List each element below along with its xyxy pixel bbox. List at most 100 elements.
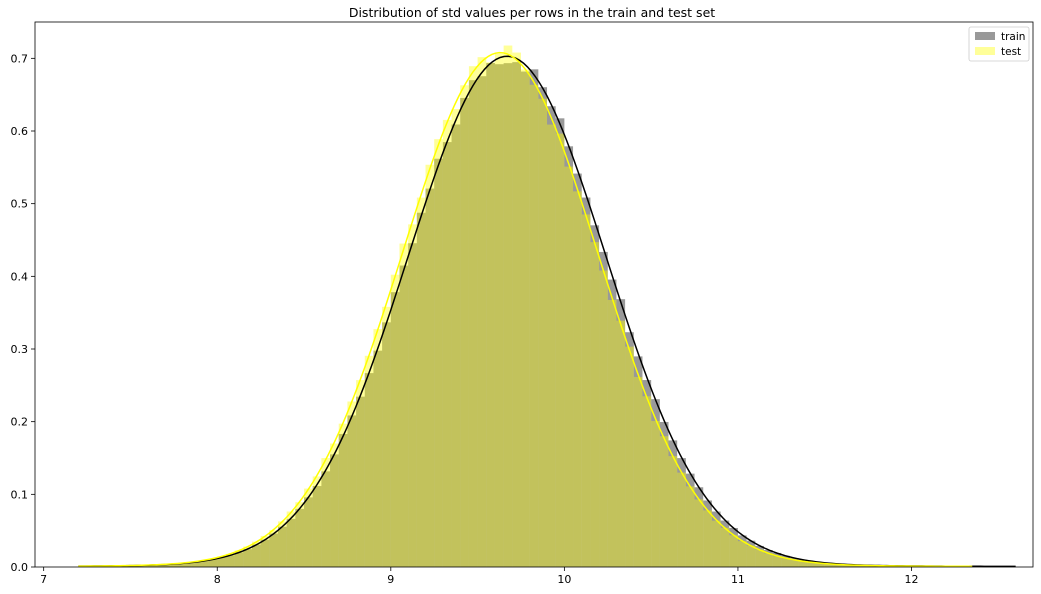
legend-label-test: test: [1001, 46, 1021, 58]
hist-bar-train: [156, 564, 166, 567]
hist-bar-test: [434, 139, 443, 567]
hist-bar-test: [850, 565, 860, 567]
hist-bar-test: [312, 476, 322, 567]
hist-bar-train: [460, 97, 469, 568]
hist-bar-train: [642, 380, 652, 567]
hist-bar-test: [520, 69, 530, 567]
hist-bar-test: [364, 355, 374, 567]
hist-bar-train: [312, 486, 322, 567]
hist-bar-test: [304, 488, 313, 567]
hist-bar-train: [555, 118, 565, 567]
hist-bar-test: [642, 396, 652, 567]
hist-bar-train: [720, 520, 730, 567]
hist-bar-test: [191, 561, 200, 567]
hist-bar-test: [225, 553, 235, 567]
hist-bar-train: [468, 80, 478, 568]
hist-bar-train: [234, 552, 244, 567]
hist-bar-test: [573, 191, 582, 567]
x-tick-label: 8: [214, 573, 221, 586]
hist-bar-test: [165, 564, 174, 567]
hist-bar-train: [243, 549, 252, 567]
hist-bar-test: [251, 541, 261, 567]
hist-bar-test: [772, 556, 782, 567]
hist-bar-test: [408, 224, 417, 568]
hist-bar-train: [251, 544, 261, 567]
hist-bar-test: [234, 550, 244, 567]
hist-bar-train: [564, 146, 574, 567]
hist-bar-test: [798, 561, 808, 567]
hist-bar-train: [703, 500, 712, 567]
hist-bar-train: [824, 563, 834, 567]
hist-bar-test: [746, 545, 756, 567]
hist-bar-train: [173, 563, 183, 567]
hist-bar-test: [547, 124, 556, 567]
hist-bar-test: [790, 559, 799, 567]
hist-bar-test: [755, 549, 764, 567]
hist-bar-train: [607, 279, 617, 567]
hist-bar-test: [390, 274, 400, 567]
hist-bar-train: [330, 454, 339, 567]
hist-bar-test: [338, 423, 348, 567]
hist-bar-train: [277, 526, 287, 567]
hist-bar-test: [564, 166, 574, 568]
hist-bar-test: [494, 53, 504, 567]
hist-bar-train: [286, 518, 296, 567]
legend-label-train: train: [1001, 31, 1025, 43]
hist-bar-train: [694, 487, 704, 567]
hist-bar-train: [390, 292, 400, 567]
hist-bar-test: [356, 380, 365, 567]
hist-bar-test: [182, 562, 192, 567]
x-tick-label: 9: [387, 573, 394, 586]
hist-bar-train: [494, 64, 504, 567]
hist-bar-test: [842, 564, 851, 567]
hist-bar-train: [486, 63, 495, 567]
hist-bar-test: [451, 109, 461, 567]
hist-bar-test: [711, 520, 721, 567]
hist-bar-train: [668, 440, 678, 567]
hist-bar-train: [304, 497, 313, 567]
hist-bar-train: [590, 225, 600, 568]
hist-bar-train: [781, 555, 791, 567]
hist-bar-test: [599, 270, 608, 567]
plot-frame: [34, 21, 1034, 568]
hist-bar-train: [547, 106, 556, 567]
hist-bar-test: [286, 511, 296, 567]
hist-bar-test: [425, 164, 435, 567]
hist-bar-train: [816, 562, 825, 567]
legend-swatch-test: [975, 47, 995, 55]
hist-bar-test: [625, 346, 634, 567]
hist-bar-test: [486, 62, 495, 567]
hist-bar-test: [737, 541, 747, 567]
hist-bar-train: [711, 511, 721, 567]
x-tick-label: 10: [557, 573, 571, 586]
hist-bar-train: [399, 265, 409, 567]
hist-bar-train: [295, 508, 305, 567]
hist-bar-train: [790, 558, 799, 567]
hist-bar-test: [468, 66, 478, 567]
hist-bar-test: [217, 556, 226, 567]
hist-bar-train: [477, 76, 487, 567]
y-tick-label: 0.6: [11, 125, 29, 138]
hist-bar-train: [434, 158, 443, 567]
hist-bar-test: [416, 197, 426, 567]
hist-bar-train: [677, 458, 686, 567]
hist-bar-train: [165, 564, 174, 567]
x-tick-label: 11: [731, 573, 745, 586]
hist-bar-test: [442, 119, 452, 567]
hist-bar-train: [833, 563, 843, 567]
hist-bar-test: [139, 565, 148, 567]
hist-bar-test: [321, 458, 331, 567]
legend-box: [968, 26, 1030, 62]
hist-bar-test: [199, 560, 209, 567]
hist-bar-train: [208, 559, 218, 567]
hist-bar-train: [763, 550, 773, 567]
hist-bar-train: [451, 124, 461, 567]
histogram-bars: [78, 45, 1016, 568]
hist-bar-test: [399, 243, 409, 568]
x-axis: 7 8 9 10 11 12: [40, 567, 919, 586]
x-tick-label: 12: [905, 573, 919, 586]
hist-bar-train: [625, 332, 634, 567]
hist-bar-test: [824, 563, 834, 567]
